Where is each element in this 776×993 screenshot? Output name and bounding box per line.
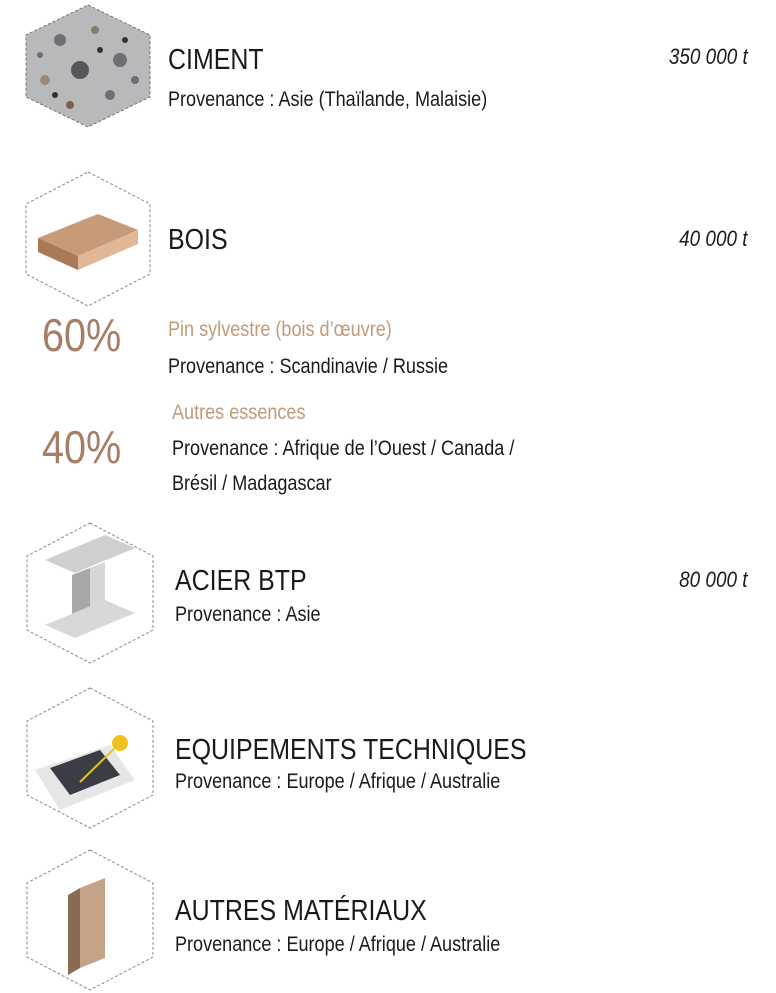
wood-origin: Provenance : Scandinavie / Russie	[168, 355, 448, 379]
share: 60%	[42, 308, 121, 362]
wood-origin: Provenance : Afrique de l’Ouest / Canada…	[172, 437, 514, 461]
material-quantity: 80 000 t	[680, 567, 748, 593]
material-title: BOIS	[168, 224, 228, 257]
steel-icon	[27, 523, 153, 663]
material-origin: Provenance : Europe / Afrique / Australi…	[175, 770, 500, 794]
icons	[0, 0, 776, 993]
material-origin: Provenance : Asie	[175, 603, 321, 627]
material-origin: Provenance : Asie (Thaïlande, Malaisie)	[168, 88, 487, 112]
infographic: CIMENT Provenance : Asie (Thaïlande, Mal…	[0, 0, 776, 993]
material-title: AUTRES MATÉRIAUX	[175, 895, 427, 928]
wood-type: Autres essences	[172, 401, 306, 425]
equipment-icon	[27, 688, 153, 828]
wood-type: Pin sylvestre (bois d’œuvre)	[168, 318, 392, 342]
wood-origin: Brésil / Madagascar	[172, 472, 332, 496]
share: 40%	[42, 420, 121, 474]
material-title: ACIER BTP	[175, 565, 307, 598]
cement-icon	[26, 5, 150, 127]
material-quantity: 40 000 t	[680, 226, 748, 252]
material-title: CIMENT	[168, 44, 264, 77]
wood-icon	[26, 172, 150, 306]
material-origin: Provenance : Europe / Afrique / Australi…	[175, 933, 500, 957]
material-quantity: 350 000 t	[669, 44, 748, 70]
other-materials-icon	[27, 850, 153, 990]
material-title: EQUIPEMENTS TECHNIQUES	[175, 734, 527, 767]
